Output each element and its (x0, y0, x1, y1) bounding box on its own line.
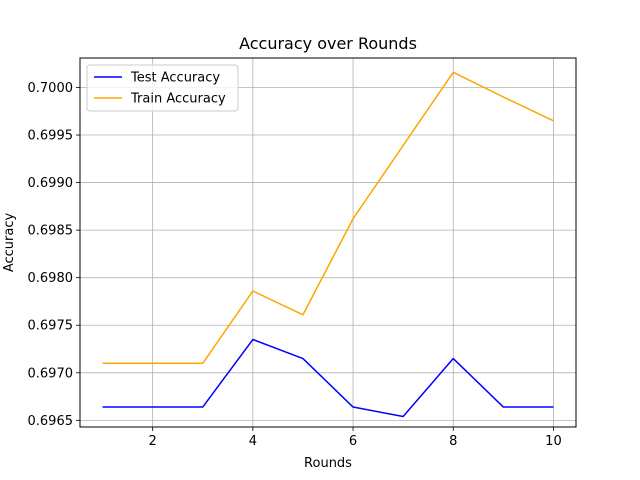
x-tick-label: 6 (349, 434, 357, 449)
x-axis-ticks: 2 4 6 8 10 (149, 427, 562, 449)
plot-frame (79, 57, 577, 428)
grid (80, 58, 576, 427)
series-line-test-accuracy (102, 338, 554, 418)
y-tick-label: 0.7000 (28, 81, 74, 96)
y-tick-label: 0.6965 (28, 414, 74, 429)
legend-box (86, 64, 239, 112)
chart-title: Accuracy over Rounds (239, 34, 417, 53)
y-axis-label: Accuracy (2, 213, 17, 273)
y-tick-label: 0.6975 (28, 319, 74, 334)
y-tick-label: 0.6985 (28, 224, 74, 239)
legend-label: Train Accuracy (130, 92, 226, 107)
series-line-train-accuracy (102, 71, 554, 365)
y-axis-ticks: 0.6965 0.6970 0.6975 0.6980 0.6985 0.6990 0.69… (28, 81, 80, 429)
x-tick-label: 4 (249, 434, 257, 449)
y-tick-label: 0.6990 (28, 176, 74, 191)
y-tick-label: 0.6995 (28, 129, 74, 144)
x-tick-label: 2 (149, 434, 157, 449)
series-lines (102, 71, 554, 418)
y-tick-label: 0.6980 (28, 271, 74, 286)
x-axis-label: Rounds (304, 456, 352, 471)
x-tick-label: 10 (545, 434, 562, 449)
y-tick-label: 0.6970 (28, 366, 74, 381)
legend: Test Accuracy Train Accuracy (86, 64, 239, 112)
legend-label: Test Accuracy (130, 71, 220, 86)
x-tick-label: 8 (449, 434, 457, 449)
